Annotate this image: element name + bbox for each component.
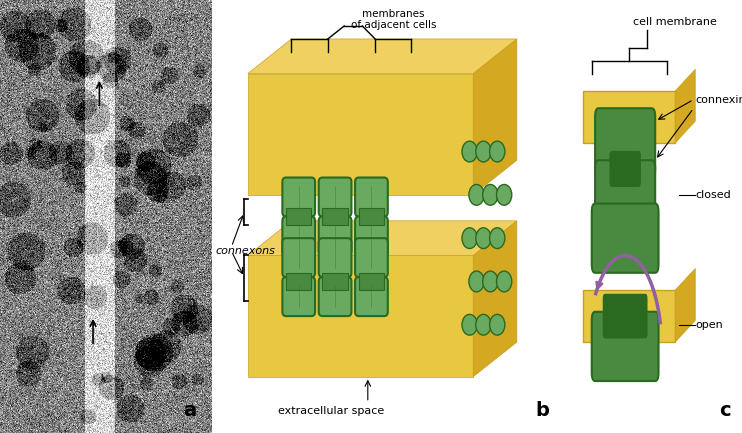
Ellipse shape	[483, 271, 498, 292]
FancyBboxPatch shape	[283, 178, 315, 216]
Polygon shape	[473, 221, 517, 377]
Text: c: c	[719, 401, 730, 420]
FancyBboxPatch shape	[355, 238, 388, 277]
Polygon shape	[473, 39, 517, 195]
Ellipse shape	[476, 228, 491, 249]
FancyBboxPatch shape	[319, 216, 352, 255]
Polygon shape	[322, 208, 348, 225]
Polygon shape	[322, 273, 348, 290]
Ellipse shape	[483, 184, 498, 205]
FancyBboxPatch shape	[603, 294, 647, 338]
Polygon shape	[675, 268, 695, 342]
Polygon shape	[248, 39, 517, 74]
Polygon shape	[286, 273, 312, 290]
FancyBboxPatch shape	[355, 277, 388, 316]
Polygon shape	[358, 208, 384, 225]
Polygon shape	[248, 74, 473, 195]
FancyBboxPatch shape	[595, 108, 655, 178]
Text: cell membrane: cell membrane	[634, 17, 718, 27]
Ellipse shape	[496, 184, 512, 205]
Text: a: a	[183, 401, 197, 420]
FancyBboxPatch shape	[283, 277, 315, 316]
Ellipse shape	[490, 228, 505, 249]
Ellipse shape	[469, 184, 485, 205]
Polygon shape	[248, 255, 473, 377]
Ellipse shape	[490, 141, 505, 162]
FancyBboxPatch shape	[319, 178, 352, 216]
FancyBboxPatch shape	[610, 152, 640, 186]
Text: open: open	[695, 320, 723, 330]
Ellipse shape	[476, 141, 491, 162]
FancyBboxPatch shape	[319, 277, 352, 316]
Ellipse shape	[462, 228, 477, 249]
Ellipse shape	[490, 314, 505, 335]
Text: b: b	[536, 401, 550, 420]
Ellipse shape	[496, 271, 512, 292]
Text: connexins: connexins	[695, 94, 742, 105]
Ellipse shape	[462, 314, 477, 335]
Text: connexons: connexons	[215, 246, 275, 256]
FancyBboxPatch shape	[592, 204, 659, 273]
Polygon shape	[675, 69, 695, 143]
Text: closed: closed	[695, 190, 731, 200]
FancyBboxPatch shape	[595, 160, 655, 229]
Ellipse shape	[476, 314, 491, 335]
Polygon shape	[248, 221, 517, 255]
FancyBboxPatch shape	[355, 216, 388, 255]
FancyBboxPatch shape	[319, 238, 352, 277]
Text: extracellular space: extracellular space	[278, 406, 384, 416]
Ellipse shape	[469, 271, 485, 292]
FancyBboxPatch shape	[583, 91, 675, 143]
FancyBboxPatch shape	[283, 216, 315, 255]
FancyBboxPatch shape	[583, 290, 675, 342]
Ellipse shape	[462, 141, 477, 162]
FancyBboxPatch shape	[592, 312, 659, 381]
FancyBboxPatch shape	[283, 238, 315, 277]
Text: membranes
of adjacent cells: membranes of adjacent cells	[350, 9, 436, 30]
Polygon shape	[286, 208, 312, 225]
Polygon shape	[358, 273, 384, 290]
FancyBboxPatch shape	[355, 178, 388, 216]
